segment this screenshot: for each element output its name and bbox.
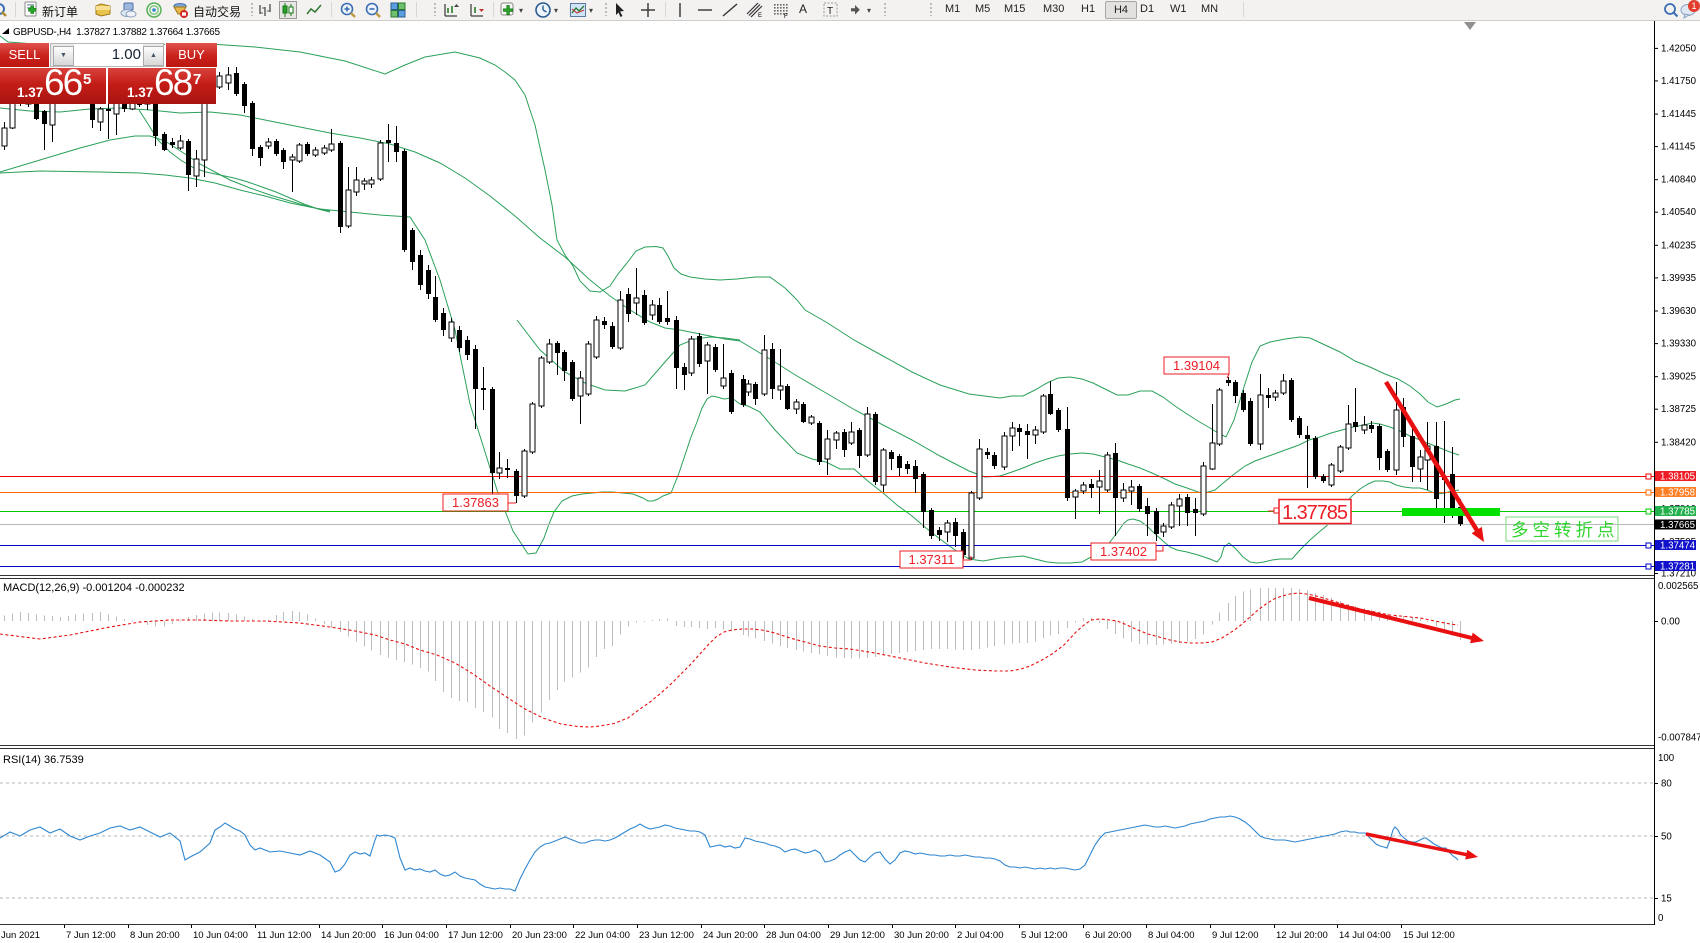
svg-text:1.39935: 1.39935	[1661, 273, 1696, 284]
svg-text:28 Jun 04:00: 28 Jun 04:00	[766, 930, 821, 941]
svg-text:1.37785: 1.37785	[1660, 507, 1695, 518]
svg-text:1.37402: 1.37402	[1100, 544, 1147, 559]
svg-text:1.39330: 1.39330	[1661, 339, 1697, 350]
svg-text:80: 80	[1661, 779, 1672, 790]
svg-text:100: 100	[1658, 753, 1675, 764]
svg-text:8 Jun 20:00: 8 Jun 20:00	[130, 930, 180, 941]
svg-text:0: 0	[1658, 913, 1664, 924]
svg-text:1.38420: 1.38420	[1661, 437, 1697, 448]
svg-text:1.40840: 1.40840	[1661, 175, 1697, 186]
svg-text:15 Jul 12:00: 15 Jul 12:00	[1403, 930, 1455, 941]
svg-text:15: 15	[1661, 894, 1672, 905]
svg-text:1.42050: 1.42050	[1661, 43, 1697, 54]
svg-text:1.39025: 1.39025	[1661, 372, 1696, 383]
svg-text:2 Jul 04:00: 2 Jul 04:00	[957, 930, 1003, 941]
svg-text:T: T	[827, 6, 833, 17]
svg-text:多空转折点: 多空转折点	[1511, 520, 1619, 540]
svg-text:11 Jun 12:00: 11 Jun 12:00	[257, 930, 311, 941]
svg-text:1.37281: 1.37281	[1660, 562, 1695, 573]
svg-text:1.41445: 1.41445	[1661, 109, 1696, 120]
svg-text:1.37311: 1.37311	[908, 552, 954, 567]
svg-text:0.002565: 0.002565	[1658, 581, 1698, 592]
svg-text:1.37474: 1.37474	[1660, 541, 1696, 552]
svg-text:1.37958: 1.37958	[1660, 488, 1695, 499]
svg-text:23 Jun 12:00: 23 Jun 12:00	[639, 930, 694, 941]
svg-text:0.00: 0.00	[1661, 617, 1680, 628]
svg-text:20 Jun 23:00: 20 Jun 23:00	[512, 930, 567, 941]
svg-text:29 Jun 12:00: 29 Jun 12:00	[830, 930, 885, 941]
svg-text:12 Jul 20:00: 12 Jul 20:00	[1276, 930, 1328, 941]
svg-text:17 Jun 12:00: 17 Jun 12:00	[448, 930, 503, 941]
svg-text:1.38725: 1.38725	[1661, 404, 1696, 415]
svg-text:14 Jul 04:00: 14 Jul 04:00	[1339, 930, 1391, 941]
svg-text:7 Jun 12:00: 7 Jun 12:00	[66, 930, 116, 941]
svg-text:1.40540: 1.40540	[1661, 207, 1697, 218]
svg-text:1.37785: 1.37785	[1282, 502, 1348, 524]
svg-text:GBPUSD-,H4 1.37827 1.37882 1.: GBPUSD-,H4 1.37827 1.37882 1.37664 1.376…	[13, 27, 220, 38]
svg-text:6 Jul 20:00: 6 Jul 20:00	[1085, 930, 1131, 941]
svg-text:8 Jul 04:00: 8 Jul 04:00	[1148, 930, 1194, 941]
svg-text:5 Jul 12:00: 5 Jul 12:00	[1021, 930, 1067, 941]
svg-text:22 Jun 04:00: 22 Jun 04:00	[575, 930, 630, 941]
svg-text:1.41750: 1.41750	[1661, 76, 1697, 87]
svg-text:1.41145: 1.41145	[1661, 142, 1695, 153]
svg-text:1.39104: 1.39104	[1173, 358, 1220, 373]
svg-text:9 Jul 12:00: 9 Jul 12:00	[1212, 930, 1258, 941]
svg-text:1.37863: 1.37863	[452, 495, 499, 510]
svg-text:24 Jun 20:00: 24 Jun 20:00	[703, 930, 758, 941]
svg-text:RSI(14) 36.7539: RSI(14) 36.7539	[3, 754, 84, 766]
svg-text:14 Jun 20:00: 14 Jun 20:00	[321, 930, 376, 941]
svg-text:50: 50	[1661, 832, 1672, 843]
svg-text:1.38105: 1.38105	[1660, 472, 1695, 483]
svg-text:1.37210: 1.37210	[1661, 569, 1697, 580]
svg-text:10 Jun 04:00: 10 Jun 04:00	[193, 930, 248, 941]
svg-text:E: E	[758, 13, 762, 19]
svg-text:-0.007847: -0.007847	[1658, 733, 1700, 744]
svg-text:30 Jun 20:00: 30 Jun 20:00	[894, 930, 949, 941]
svg-text:1.40235: 1.40235	[1661, 240, 1696, 251]
svg-text:1.39630: 1.39630	[1661, 306, 1697, 317]
svg-text:Jun 2021: Jun 2021	[1, 930, 40, 941]
svg-text:F: F	[784, 14, 788, 19]
svg-text:1.37665: 1.37665	[1660, 520, 1695, 531]
svg-text:MACD(12,26,9) -0.001204 -0.000: MACD(12,26,9) -0.001204 -0.000232	[3, 582, 185, 594]
svg-text:16 Jun 04:00: 16 Jun 04:00	[384, 930, 439, 941]
